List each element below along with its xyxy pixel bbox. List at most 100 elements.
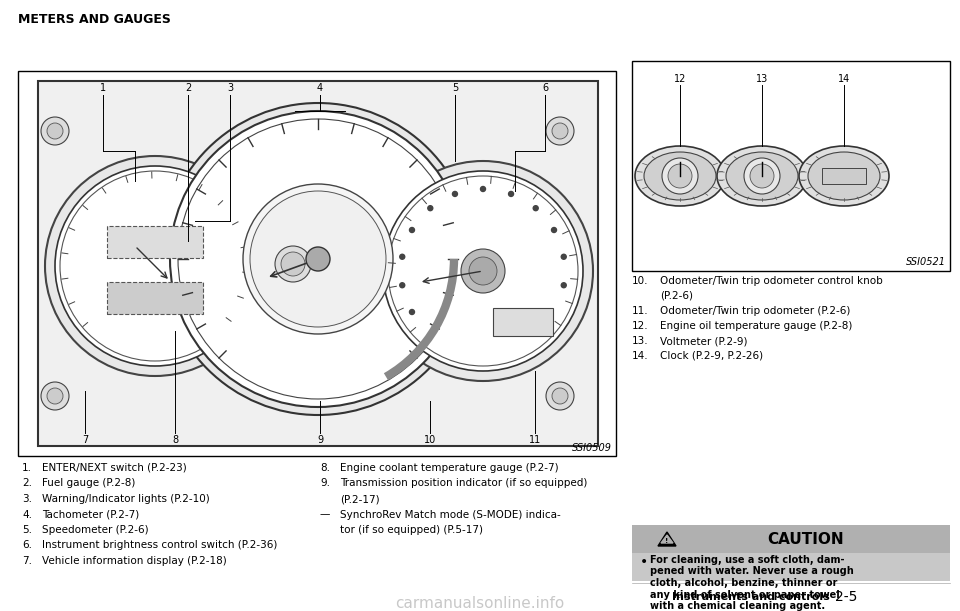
Circle shape	[428, 206, 433, 211]
Circle shape	[551, 227, 557, 233]
Circle shape	[662, 158, 698, 194]
Text: 5.: 5.	[22, 525, 32, 535]
Circle shape	[170, 111, 466, 407]
Circle shape	[452, 191, 458, 197]
Text: 6: 6	[542, 83, 548, 93]
Text: Speedometer (P.2-6): Speedometer (P.2-6)	[42, 525, 149, 535]
Text: (P.2-17): (P.2-17)	[340, 494, 379, 504]
Text: Voltmeter (P.2-9): Voltmeter (P.2-9)	[660, 336, 748, 346]
Polygon shape	[661, 535, 673, 543]
Text: Odometer/Twin trip odometer (P.2-6): Odometer/Twin trip odometer (P.2-6)	[660, 306, 851, 316]
Ellipse shape	[717, 146, 807, 206]
Text: pened with water. Never use a rough: pened with water. Never use a rough	[650, 566, 853, 577]
Text: 1.: 1.	[22, 463, 32, 473]
Text: 6.: 6.	[22, 541, 32, 551]
Circle shape	[461, 249, 505, 293]
Bar	[822, 168, 866, 184]
Circle shape	[55, 166, 255, 366]
Circle shape	[383, 171, 583, 371]
Bar	[632, 553, 950, 581]
Text: 4.: 4.	[22, 510, 32, 519]
Text: CAUTION: CAUTION	[768, 532, 844, 546]
Circle shape	[410, 227, 415, 233]
Text: 1: 1	[100, 83, 106, 93]
Text: SSI0521: SSI0521	[906, 257, 946, 267]
Text: 8: 8	[172, 435, 178, 445]
Text: ENTER/NEXT switch (P.2-23): ENTER/NEXT switch (P.2-23)	[42, 463, 187, 473]
Text: 7.: 7.	[22, 556, 32, 566]
Text: 11.: 11.	[632, 306, 649, 316]
Circle shape	[668, 164, 692, 188]
Circle shape	[410, 310, 415, 315]
Circle shape	[281, 252, 305, 276]
Text: 2.: 2.	[22, 478, 32, 489]
Ellipse shape	[799, 146, 889, 206]
Bar	[107, 226, 203, 258]
Circle shape	[45, 156, 265, 376]
Text: (P.2-6): (P.2-6)	[660, 291, 693, 301]
Text: Clock (P.2-9, P.2-26): Clock (P.2-9, P.2-26)	[660, 351, 763, 361]
Circle shape	[546, 117, 574, 145]
Circle shape	[47, 123, 63, 139]
Circle shape	[750, 164, 774, 188]
Circle shape	[373, 161, 593, 381]
Text: Engine coolant temperature gauge (P.2-7): Engine coolant temperature gauge (P.2-7)	[340, 463, 559, 473]
Circle shape	[469, 257, 497, 285]
Text: 7: 7	[82, 435, 88, 445]
Text: Engine oil temperature gauge (P.2-8): Engine oil temperature gauge (P.2-8)	[660, 321, 852, 331]
Circle shape	[533, 206, 539, 211]
Text: 12.: 12.	[632, 321, 649, 331]
Circle shape	[60, 171, 250, 361]
Text: with a chemical cleaning agent.: with a chemical cleaning agent.	[650, 601, 826, 611]
Circle shape	[275, 246, 311, 282]
Circle shape	[41, 117, 69, 145]
Bar	[632, 525, 950, 553]
Text: 14: 14	[838, 74, 851, 84]
Text: 3: 3	[227, 83, 233, 93]
Circle shape	[47, 388, 63, 404]
Text: Vehicle information display (P.2-18): Vehicle information display (P.2-18)	[42, 556, 227, 566]
Circle shape	[744, 158, 780, 194]
Text: Fuel gauge (P.2-8): Fuel gauge (P.2-8)	[42, 478, 135, 489]
Circle shape	[41, 382, 69, 410]
Circle shape	[509, 191, 514, 197]
Text: 12: 12	[674, 74, 686, 84]
Ellipse shape	[726, 152, 798, 200]
Text: SSI0509: SSI0509	[572, 443, 612, 453]
Circle shape	[562, 283, 566, 288]
Text: Instruments and controls: Instruments and controls	[672, 592, 830, 602]
Text: METERS AND GAUGES: METERS AND GAUGES	[18, 13, 171, 26]
Text: Transmission position indicator (if so equipped): Transmission position indicator (if so e…	[340, 478, 588, 489]
Text: 13: 13	[756, 74, 768, 84]
Circle shape	[552, 388, 568, 404]
Text: tor (if so equipped) (P.5-17): tor (if so equipped) (P.5-17)	[340, 525, 483, 535]
Text: 5: 5	[452, 83, 458, 93]
Circle shape	[399, 283, 405, 288]
Text: 10.: 10.	[632, 276, 649, 286]
Text: 9.: 9.	[320, 478, 330, 489]
Text: For cleaning, use a soft cloth, dam-: For cleaning, use a soft cloth, dam-	[650, 555, 845, 565]
Bar	[38, 81, 598, 446]
Circle shape	[243, 184, 393, 334]
Text: carmanualsonline.info: carmanualsonline.info	[396, 596, 564, 610]
Text: 14.: 14.	[632, 351, 649, 361]
Circle shape	[178, 119, 458, 399]
Text: 10: 10	[424, 435, 436, 445]
Circle shape	[162, 103, 474, 415]
Ellipse shape	[808, 152, 880, 200]
Text: 13.: 13.	[632, 336, 649, 346]
Bar	[18, 71, 616, 456]
Bar	[493, 308, 553, 336]
Circle shape	[388, 176, 578, 366]
Text: 8.: 8.	[320, 463, 330, 473]
Text: any kind of solvent or paper towel: any kind of solvent or paper towel	[650, 590, 840, 599]
Bar	[632, 61, 950, 271]
Text: cloth, alcohol, benzine, thinner or: cloth, alcohol, benzine, thinner or	[650, 578, 837, 588]
Circle shape	[250, 191, 386, 327]
Text: 11: 11	[529, 435, 541, 445]
Polygon shape	[658, 532, 676, 546]
Ellipse shape	[635, 146, 725, 206]
Circle shape	[481, 186, 486, 191]
Text: 2: 2	[185, 83, 191, 93]
Text: Warning/Indicator lights (P.2-10): Warning/Indicator lights (P.2-10)	[42, 494, 209, 504]
